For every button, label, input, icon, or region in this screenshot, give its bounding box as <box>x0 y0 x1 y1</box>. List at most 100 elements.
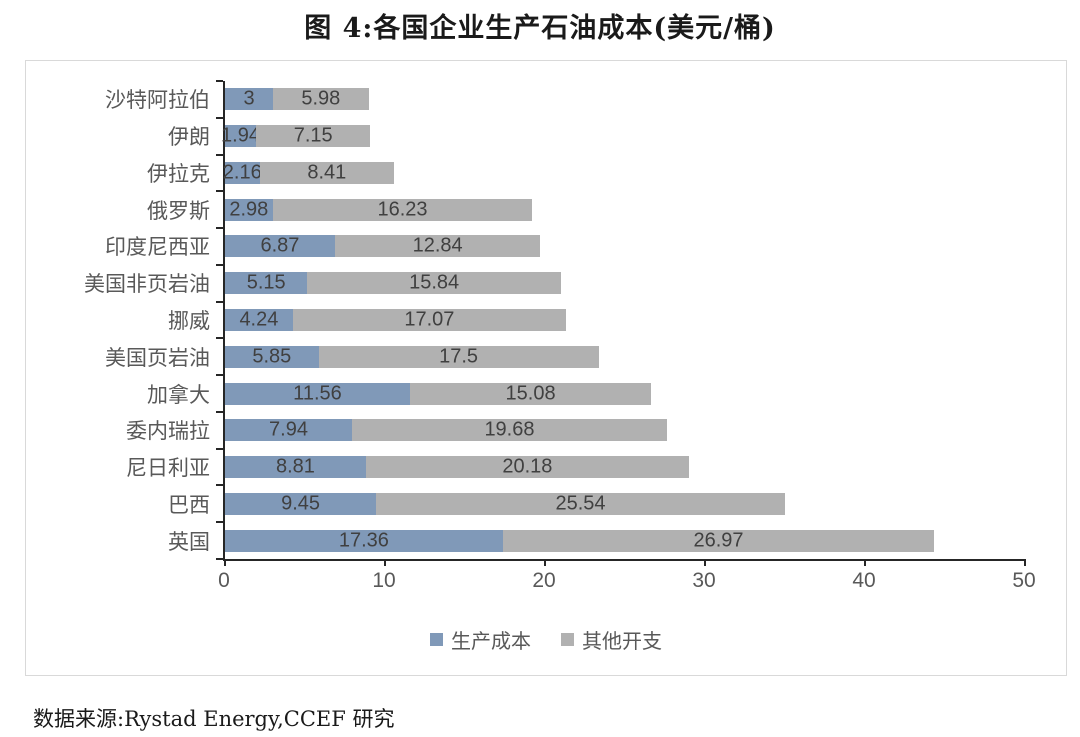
x-axis-tick <box>864 559 866 566</box>
plot-area: 3 5.98 1.94 7.15 2.16 8.41 2.98 16.23 6.87 12.84 5… <box>216 80 1026 566</box>
bar-segment-生产成本: 2.98 <box>225 198 273 221</box>
bar-row: 3 5.98 <box>225 81 1025 118</box>
category-label: 挪威 <box>168 309 210 333</box>
bar-segment-生产成本: 7.94 <box>225 418 353 442</box>
bar-segment-其他开支: 26.97 <box>502 529 935 552</box>
x-axis-tick-label: 30 <box>692 569 716 592</box>
y-axis-tick <box>216 116 223 119</box>
x-axis-tick-label: 40 <box>852 569 876 592</box>
bar-segment-其他开支: 17.5 <box>318 345 599 368</box>
bar-row: 2.98 16.23 <box>225 191 1025 228</box>
category-label: 沙特阿拉伯 <box>105 89 210 113</box>
bar-row: 5.15 15.84 <box>225 265 1025 302</box>
legend-label: 其他开支 <box>582 631 662 653</box>
bar-segment-其他开支: 7.15 <box>256 125 371 148</box>
bar-value-label: 16.23 <box>377 198 428 221</box>
bar-segment-生产成本: 5.85 <box>225 345 319 368</box>
bar-segment-其他开支: 8.41 <box>259 161 395 184</box>
category-label: 伊朗 <box>168 126 210 150</box>
data-source-note: 数据来源:Rystad Energy,CCEF 研究 <box>33 707 395 731</box>
x-axis-tick-labels: 0 10 20 30 40 50 <box>26 569 1066 595</box>
bar-segment-生产成本: 11.56 <box>225 382 410 405</box>
bar-value-label: 5.85 <box>252 345 292 368</box>
category-label: 加拿大 <box>147 383 210 407</box>
bar-value-label: 9.45 <box>281 492 321 515</box>
bar-value-label: 6.87 <box>260 234 300 257</box>
chart-frame: 沙特阿拉伯 伊朗 伊拉克 俄罗斯 印度尼西亚 美国非页岩油 挪威 美国页岩油 加拿大 委内瑞拉 尼日… <box>25 60 1067 676</box>
category-label: 委内瑞拉 <box>126 420 210 444</box>
bar-value-label: 1.94 <box>221 124 260 147</box>
bar-value-label: 8.81 <box>276 455 315 478</box>
x-axis-tick-label: 10 <box>372 569 396 592</box>
bar-segment-其他开支: 19.68 <box>352 418 667 442</box>
bar-value-label: 15.84 <box>409 271 460 294</box>
x-axis-tick-label: 50 <box>1012 569 1036 592</box>
bar-value-label: 15.08 <box>505 382 556 405</box>
category-label: 伊拉克 <box>147 162 210 186</box>
bar-segment-其他开支: 25.54 <box>376 492 785 515</box>
bar-segment-其他开支: 15.08 <box>409 382 652 405</box>
y-axis-tick <box>216 300 223 303</box>
bar-segment-生产成本: 17.36 <box>225 529 503 552</box>
y-axis-tick <box>216 227 223 230</box>
bar-value-label: 25.54 <box>555 492 606 515</box>
bar-segment-其他开支: 15.84 <box>307 271 561 295</box>
y-axis-tick <box>216 447 223 450</box>
bar-value-label: 7.94 <box>269 418 308 441</box>
x-axis-tick <box>1024 559 1026 566</box>
bar-value-label: 19.68 <box>484 418 535 441</box>
y-axis-tick <box>216 337 223 340</box>
bar-value-label: 17.5 <box>439 345 479 368</box>
category-axis-labels: 沙特阿拉伯 伊朗 伊拉克 俄罗斯 印度尼西亚 美国非页岩油 挪威 美国页岩油 加拿大 委内瑞拉 尼日… <box>26 81 214 559</box>
bar-row: 17.36 26.97 <box>225 522 1025 559</box>
category-label: 英国 <box>168 530 210 554</box>
y-axis-tick <box>216 558 223 560</box>
bar-value-label: 17.07 <box>404 308 455 331</box>
bar-value-label: 17.36 <box>338 529 389 552</box>
category-label: 巴西 <box>168 493 210 517</box>
bar-value-label: 4.24 <box>239 308 279 331</box>
bar-value-label: 2.16 <box>222 161 262 184</box>
bar-value-label: 8.41 <box>307 161 347 184</box>
bar-segment-生产成本: 8.81 <box>225 455 366 479</box>
bar-value-label: 5.15 <box>246 271 286 294</box>
bar-row: 4.24 17.07 <box>225 302 1025 339</box>
x-axis-tick-label: 0 <box>218 569 230 592</box>
x-axis-tick <box>704 559 706 566</box>
bar-segment-生产成本: 5.15 <box>225 271 308 295</box>
legend-item: 其他开支 <box>561 625 662 654</box>
bar-value-label: 12.84 <box>412 234 463 257</box>
chart-title: 图 4:各国企业生产石油成本(美元/桶) <box>304 13 776 44</box>
bar-value-label: 20.18 <box>502 455 553 478</box>
bar-row: 8.81 20.18 <box>225 449 1025 486</box>
bar-row: 2.16 8.41 <box>222 155 1025 192</box>
bar-value-label: 26.97 <box>693 529 744 552</box>
legend-swatch-icon <box>430 633 443 646</box>
bar-segment-其他开支: 17.07 <box>292 308 566 331</box>
chart-legend: 生产成本 其他开支 <box>26 625 1066 654</box>
bar-segment-生产成本: 6.87 <box>225 234 335 258</box>
bar-row: 1.94 7.15 <box>221 118 1025 155</box>
x-axis-tick <box>224 559 226 566</box>
y-axis-tick <box>216 374 223 377</box>
x-axis-tick <box>384 559 386 566</box>
category-label: 印度尼西亚 <box>105 236 210 260</box>
bar-row: 5.85 17.5 <box>225 338 1025 375</box>
bar-segment-生产成本: 9.45 <box>225 492 377 515</box>
bar-row: 6.87 12.84 <box>225 228 1025 265</box>
y-axis-tick <box>216 263 223 266</box>
y-axis-tick <box>216 190 223 193</box>
y-axis-tick <box>216 521 223 524</box>
category-label: 俄罗斯 <box>147 199 210 223</box>
bar-segment-生产成本: 1.94 <box>221 125 260 148</box>
legend-swatch-icon <box>561 633 574 646</box>
legend-item: 生产成本 <box>430 625 531 654</box>
bar-segment-生产成本: 4.24 <box>225 308 293 331</box>
bar-segment-其他开支: 5.98 <box>273 88 369 111</box>
legend-label: 生产成本 <box>451 631 531 653</box>
x-axis-tick <box>544 559 546 566</box>
bar-segment-其他开支: 12.84 <box>334 234 541 258</box>
bar-value-label: 2.98 <box>229 198 269 221</box>
bar-value-label: 11.56 <box>293 382 342 405</box>
category-label: 美国非页岩油 <box>84 273 210 297</box>
